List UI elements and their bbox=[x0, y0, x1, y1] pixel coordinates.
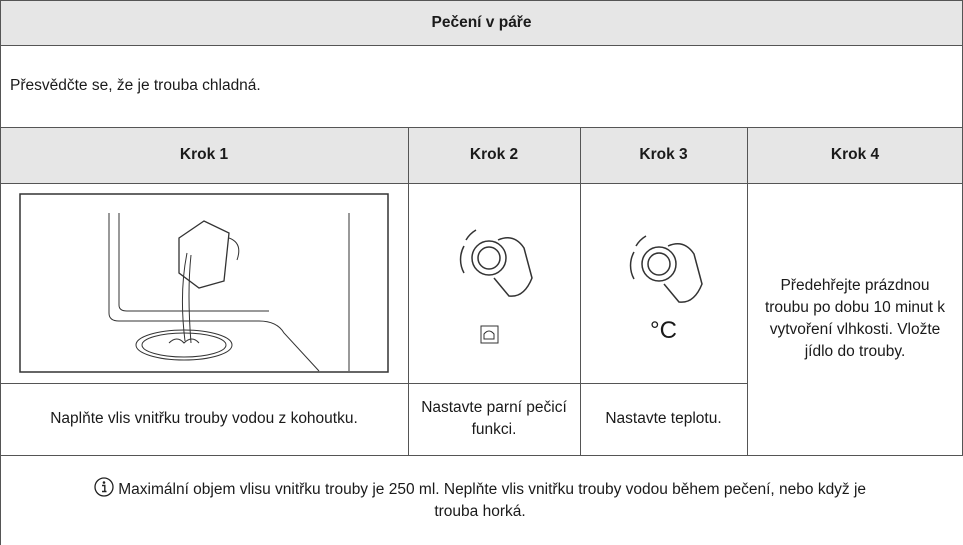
step-label: Krok 3 bbox=[580, 127, 747, 183]
step-image bbox=[408, 183, 580, 383]
step-label: Krok 1 bbox=[0, 127, 408, 183]
border bbox=[580, 127, 581, 455]
border bbox=[0, 383, 747, 384]
border bbox=[0, 45, 963, 46]
step-text: Nastavte teplotu. bbox=[605, 410, 722, 427]
border bbox=[408, 127, 409, 455]
border bbox=[747, 127, 748, 455]
border bbox=[0, 0, 1, 545]
step-label: Krok 2 bbox=[408, 127, 580, 183]
step-image: °C bbox=[580, 183, 747, 383]
step-label: Krok 4 bbox=[747, 127, 963, 183]
border bbox=[0, 0, 963, 1]
step-text: Naplňte vlis vnitřku trouby vodou z koho… bbox=[50, 410, 358, 427]
pour-illustration bbox=[19, 193, 389, 373]
footer-text: Maximální objem vlisu vnitřku trouby je … bbox=[118, 481, 867, 520]
table-title: Pečení v páře bbox=[0, 0, 963, 45]
step-text: Nastavte parní pečicí funkci. bbox=[421, 399, 567, 438]
info-icon bbox=[94, 477, 114, 497]
footer-note: Maximální objem vlisu vnitřku trouby je … bbox=[70, 455, 890, 545]
knob-illustration bbox=[459, 229, 533, 344]
knob-illustration bbox=[629, 235, 703, 303]
temperature-symbol: °C bbox=[650, 317, 677, 344]
border bbox=[0, 127, 963, 128]
step-image bbox=[0, 183, 408, 383]
note: Přesvědčte se, že je trouba chladná. bbox=[10, 77, 261, 94]
step-text: Předehřejte prázdnou troubu po dobu 10 m… bbox=[764, 277, 946, 360]
border bbox=[0, 455, 963, 456]
border bbox=[0, 183, 963, 184]
